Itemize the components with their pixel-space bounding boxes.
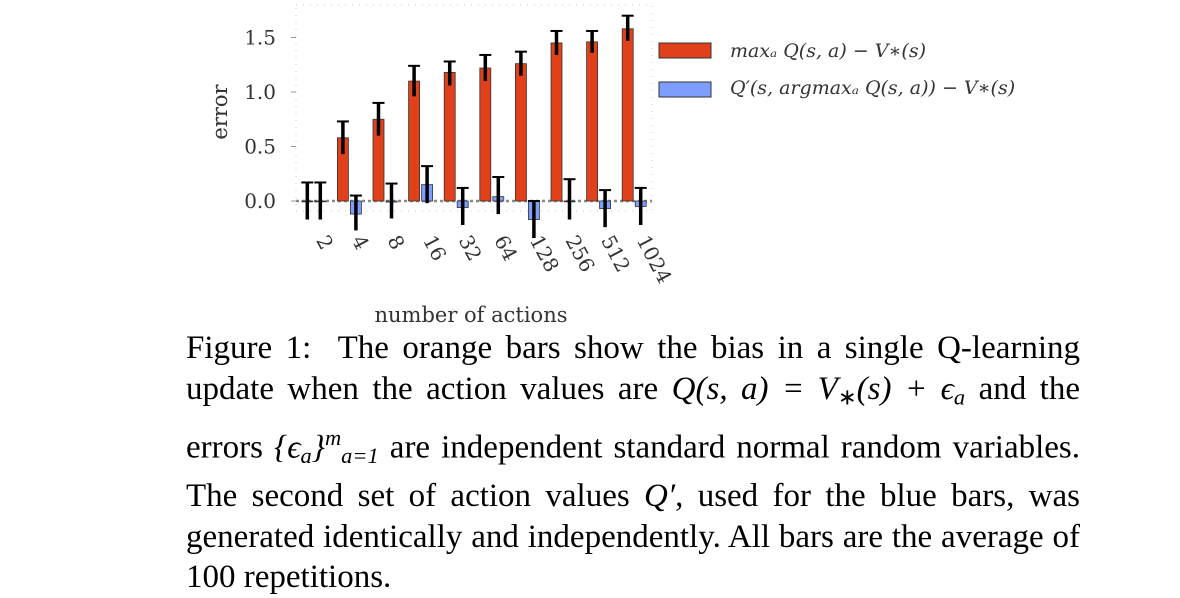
x-tick-label: 32 — [454, 231, 487, 265]
y-tick-label: 0.5 — [244, 135, 276, 159]
caption-text-3: are independent standard normal random v… — [186, 428, 1081, 515]
y-axis: 0.0 0.5 1.0 1.5 — [244, 26, 296, 213]
bar-max-bias — [621, 28, 634, 202]
bar-max-bias — [586, 41, 598, 202]
x-tick-label: 4 — [347, 231, 374, 254]
plot-frame — [295, 4, 653, 212]
plot-area — [295, 4, 653, 239]
x-tick-label: 256 — [561, 231, 600, 276]
x-tick-label: 128 — [525, 231, 564, 276]
bar-max-bias — [550, 42, 563, 202]
y-tick-label: 1.0 — [244, 80, 276, 104]
legend: maxₐ Q(s, a) − V∗(s) Q′(s, argmaxₐ Q(s, … — [658, 40, 1015, 99]
x-tick-label: 64 — [489, 231, 522, 265]
bar-max-bias — [408, 80, 421, 202]
caption-math-set-sup: m — [324, 424, 342, 450]
caption-math-qprime: Q′ — [644, 478, 676, 515]
x-tick-label: 512 — [596, 231, 635, 276]
y-tick-label: 0.0 — [244, 189, 276, 213]
figure-caption: Figure 1: The orange bars show the bias … — [186, 328, 1080, 598]
legend-swatch-blue — [658, 81, 712, 98]
caption-math-set-close: } — [311, 428, 325, 465]
y-tick-label: 1.5 — [244, 26, 276, 50]
bar-max-bias — [515, 63, 527, 202]
caption-math-q: Q(s, a) = V — [671, 370, 838, 407]
legend-swatch-orange — [658, 42, 712, 59]
x-tick-label: 16 — [418, 231, 451, 265]
bar-max-bias — [479, 67, 492, 202]
caption-math-set-range: a=1 — [341, 442, 379, 468]
legend-label-argmax: Q′(s, argmaxₐ Q(s, a)) − V∗(s) — [730, 77, 1015, 99]
x-tick-label: 2 — [311, 231, 338, 254]
caption-math-set: {ϵ — [274, 428, 301, 465]
x-axis-label: number of actions — [374, 303, 567, 327]
caption-math-s: (s) + ϵ — [856, 370, 954, 407]
bar-max-bias — [443, 71, 456, 202]
caption-text-2: and the errors — [186, 370, 1081, 465]
x-tick-label: 1024 — [632, 231, 677, 287]
caption-text-1: The orange bars show the bias in a singl… — [186, 330, 1081, 407]
caption-math-star: ∗ — [837, 384, 857, 410]
y-axis-label: error — [208, 83, 232, 139]
x-tick-label: 8 — [383, 231, 410, 254]
caption-math-set-sub: a — [300, 442, 312, 468]
figure-label: Figure 1: — [186, 330, 312, 366]
caption-math-a: a — [953, 384, 966, 410]
legend-label-max: maxₐ Q(s, a) − V∗(s) — [730, 40, 926, 62]
